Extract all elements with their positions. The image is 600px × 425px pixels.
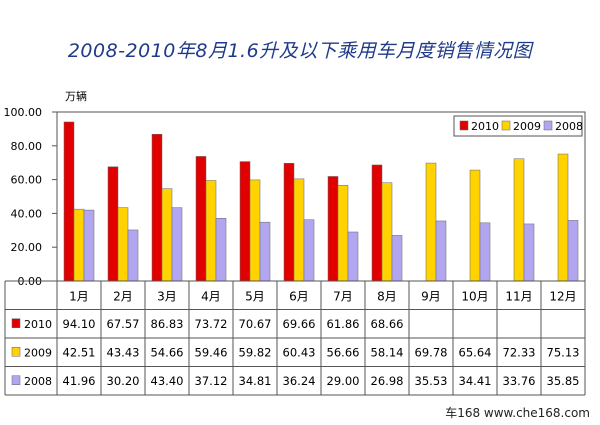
x-tick-label-5: 5月 [245, 289, 265, 303]
legend-swatch-2009 [501, 120, 511, 131]
bar-2009-4 [205, 180, 217, 282]
data-label-2008-5: 34.81 [239, 374, 272, 388]
x-tick-label-4: 4月 [201, 289, 221, 303]
x-tick-label-12: 12月 [549, 289, 576, 303]
table-key-swatch-2009 [11, 347, 21, 357]
data-label-2008-8: 26.98 [371, 374, 404, 388]
x-tick-label-6: 6月 [289, 289, 309, 303]
bar-2008-7 [347, 231, 359, 282]
x-tick-label-7: 7月 [333, 289, 353, 303]
bar-2010-6 [283, 163, 295, 282]
bar-2010-2 [107, 166, 119, 282]
data-label-2010-2: 67.57 [107, 317, 140, 331]
legend-label-2010: 2010 [471, 120, 499, 133]
y-tick-label: 80.00 [11, 140, 43, 153]
data-label-2008-9: 35.53 [415, 374, 448, 388]
data-label-2009-9: 69.78 [415, 345, 448, 359]
bar-2008-9 [435, 220, 447, 282]
bar-2009-10 [469, 169, 481, 282]
table-series-label-2009: 2009 [24, 346, 52, 359]
data-label-2010-6: 69.66 [283, 317, 316, 331]
data-label-2010-4: 73.72 [195, 317, 228, 331]
bar-2010-1 [63, 121, 75, 282]
data-label-2009-10: 65.64 [459, 345, 492, 359]
table-key-swatch-2010 [11, 318, 21, 328]
data-label-2009-6: 60.43 [283, 345, 316, 359]
data-label-2008-2: 30.20 [107, 374, 140, 388]
bar-2008-4 [215, 218, 227, 282]
data-label-2010-3: 86.83 [151, 317, 184, 331]
data-label-2008-4: 37.12 [195, 374, 228, 388]
x-tick-label-1: 1月 [69, 289, 89, 303]
chart-title: 2008-2010年8月1.6升及以下乘用车月度销售情况图 [67, 40, 533, 62]
data-label-2010-5: 70.67 [239, 317, 272, 331]
legend-swatch-2008 [543, 120, 553, 131]
y-tick-label: 40.00 [11, 207, 43, 220]
bar-2010-5 [239, 161, 251, 282]
bar-2010-7 [327, 176, 339, 282]
bar-2008-11 [523, 223, 535, 282]
data-label-2008-7: 29.00 [327, 374, 360, 388]
bar-2008-2 [127, 229, 139, 282]
x-tick-label-2: 2月 [113, 289, 133, 303]
bar-2009-5 [249, 179, 261, 282]
data-label-2009-5: 59.82 [239, 345, 272, 359]
bar-2009-1 [73, 208, 85, 282]
bar-2009-7 [337, 184, 349, 282]
table-series-label-2008: 2008 [24, 375, 52, 388]
table-series-label-2010: 2010 [24, 318, 52, 331]
y-unit-label: 万辆 [65, 89, 87, 103]
x-tick-label-8: 8月 [377, 289, 397, 303]
bar-2008-8 [391, 235, 403, 282]
data-label-2010-8: 68.66 [371, 317, 404, 331]
data-label-2008-10: 34.41 [459, 374, 492, 388]
data-label-2008-3: 43.40 [151, 374, 184, 388]
data-label-2008-1: 41.96 [63, 374, 96, 388]
data-label-2009-2: 43.43 [107, 345, 140, 359]
x-tick-label-10: 10月 [461, 289, 488, 303]
bar-2008-6 [303, 219, 315, 282]
bar-2009-12 [557, 153, 569, 282]
bar-2009-6 [293, 178, 305, 282]
x-tick-label-9: 9月 [421, 289, 441, 303]
legend-label-2008: 2008 [555, 120, 583, 133]
bar-2010-3 [151, 134, 163, 282]
bar-2008-5 [259, 221, 271, 282]
data-label-2009-12: 75.13 [547, 345, 580, 359]
data-label-2009-3: 54.66 [151, 345, 184, 359]
data-label-2009-11: 72.33 [503, 345, 536, 359]
bar-2009-9 [425, 162, 437, 282]
bar-2010-8 [371, 164, 383, 282]
data-label-2008-11: 33.76 [503, 374, 536, 388]
bar-2008-1 [83, 209, 95, 282]
data-label-2008-6: 36.24 [283, 374, 316, 388]
watermark: 车168 www.che168.com [445, 406, 590, 420]
data-label-2009-8: 58.14 [371, 345, 404, 359]
data-label-2010-7: 61.86 [327, 317, 360, 331]
y-tick-label: 20.00 [11, 241, 43, 254]
bar-2009-2 [117, 207, 129, 282]
data-label-2009-7: 56.66 [327, 345, 360, 359]
legend-label-2009: 2009 [513, 120, 541, 133]
bar-2008-3 [171, 207, 183, 282]
table-key-swatch-2008 [11, 375, 21, 385]
data-label-2010-1: 94.10 [63, 317, 96, 331]
bar-2010-4 [195, 156, 207, 282]
y-tick-label: 60.00 [11, 174, 43, 187]
data-label-2008-12: 35.85 [547, 374, 580, 388]
bar-2008-12 [567, 220, 579, 282]
bar-2009-3 [161, 188, 173, 282]
legend-swatch-2010 [459, 120, 469, 131]
bar-2009-8 [381, 182, 393, 282]
x-tick-label-3: 3月 [157, 289, 177, 303]
x-tick-label-11: 11月 [505, 289, 532, 303]
y-tick-label: 100.00 [4, 106, 43, 119]
data-label-2009-4: 59.46 [195, 345, 228, 359]
bar-2008-10 [479, 222, 491, 282]
bar-2009-11 [513, 158, 525, 282]
data-label-2009-1: 42.51 [63, 345, 96, 359]
